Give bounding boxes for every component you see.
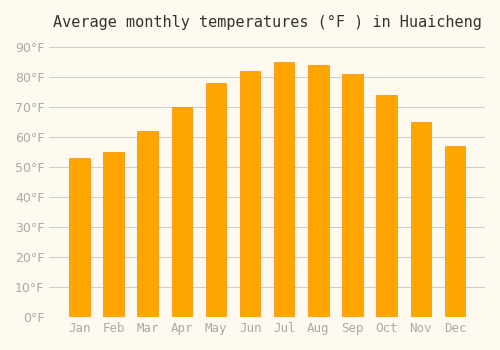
- Bar: [69, 158, 89, 317]
- Title: Average monthly temperatures (°F ) in Huaicheng: Average monthly temperatures (°F ) in Hu…: [52, 15, 482, 30]
- Bar: [240, 71, 260, 317]
- Bar: [206, 83, 226, 317]
- Bar: [308, 65, 328, 317]
- Bar: [376, 95, 397, 317]
- Bar: [172, 107, 192, 317]
- Bar: [104, 152, 124, 317]
- Bar: [444, 146, 465, 317]
- Bar: [342, 74, 363, 317]
- Bar: [274, 62, 294, 317]
- Bar: [138, 131, 158, 317]
- Bar: [410, 122, 431, 317]
